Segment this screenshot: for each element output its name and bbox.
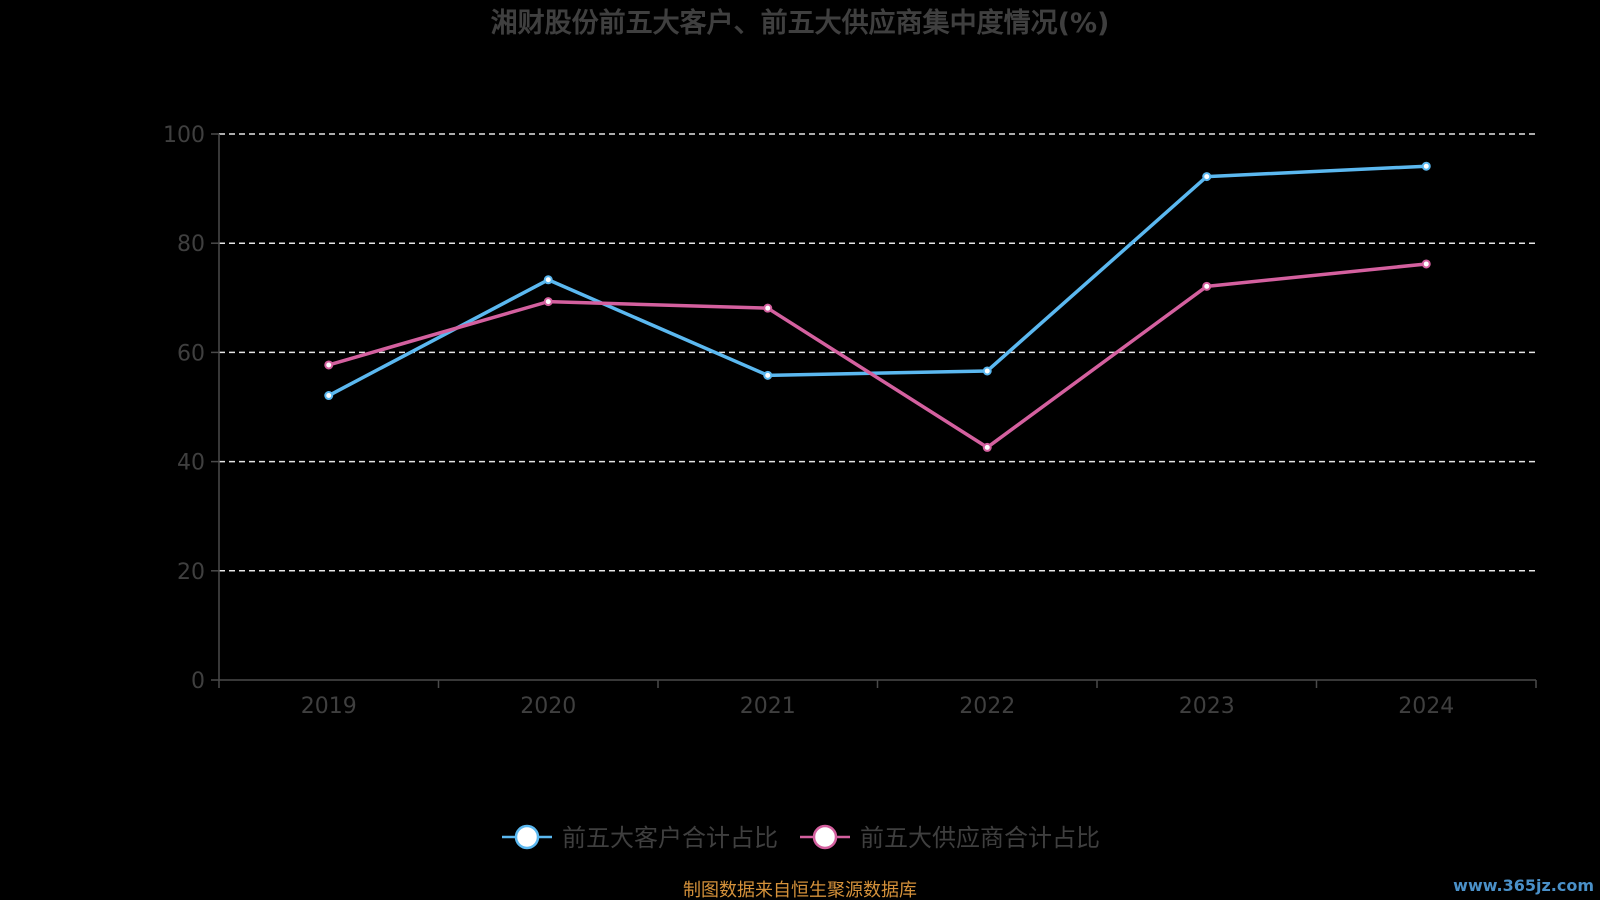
- y-tick-label: 100: [163, 123, 205, 148]
- y-tick-label: 0: [191, 669, 205, 694]
- x-tick-label: 2021: [740, 694, 796, 719]
- data-point: [982, 366, 992, 376]
- legend-swatch-marker: [812, 824, 838, 850]
- gridlines: [219, 133, 1536, 572]
- data-point: [763, 370, 773, 380]
- data-point: [763, 303, 773, 313]
- data-point: [324, 360, 334, 370]
- chart-title: 湘财股份前五大客户、前五大供应商集中度情况(%): [491, 7, 1110, 39]
- legend[interactable]: 前五大客户合计占比 前五大供应商合计占比: [502, 824, 1100, 852]
- series-lines: [324, 161, 1431, 452]
- x-tick-label: 2019: [301, 694, 357, 719]
- y-tick-label: 20: [177, 560, 205, 585]
- series-2: [324, 259, 1431, 452]
- legend-swatch-marker: [514, 824, 540, 850]
- data-point: [1202, 281, 1212, 291]
- x-tick-label: 2024: [1398, 694, 1454, 719]
- y-tick-label: 60: [177, 341, 205, 366]
- data-point: [543, 275, 553, 285]
- series-line: [327, 262, 1428, 450]
- legend-item-2[interactable]: 前五大供应商合计占比: [800, 824, 1100, 852]
- data-point: [982, 442, 992, 452]
- series-1: [324, 161, 1431, 401]
- legend-item-1[interactable]: 前五大客户合计占比: [502, 824, 778, 852]
- data-point: [1421, 259, 1431, 269]
- legend-label: 前五大供应商合计占比: [860, 824, 1100, 852]
- y-tick-label: 40: [177, 451, 205, 476]
- legend-label: 前五大客户合计占比: [562, 824, 778, 852]
- watermark: www.365jz.com: [1453, 876, 1594, 895]
- data-point: [543, 297, 553, 307]
- data-point: [324, 391, 334, 401]
- y-tick-label: 80: [177, 232, 205, 257]
- axes: 0 20 40 60 80 100 2019 2020 2021 2022 2023 2024: [163, 123, 1537, 719]
- series-line: [327, 164, 1428, 398]
- source-note: 制图数据来自恒生聚源数据库: [683, 880, 917, 900]
- x-tick-label: 2022: [959, 694, 1015, 719]
- data-point: [1421, 161, 1431, 171]
- data-point: [1202, 172, 1212, 182]
- x-tick-label: 2023: [1179, 694, 1235, 719]
- x-tick-label: 2020: [520, 694, 576, 719]
